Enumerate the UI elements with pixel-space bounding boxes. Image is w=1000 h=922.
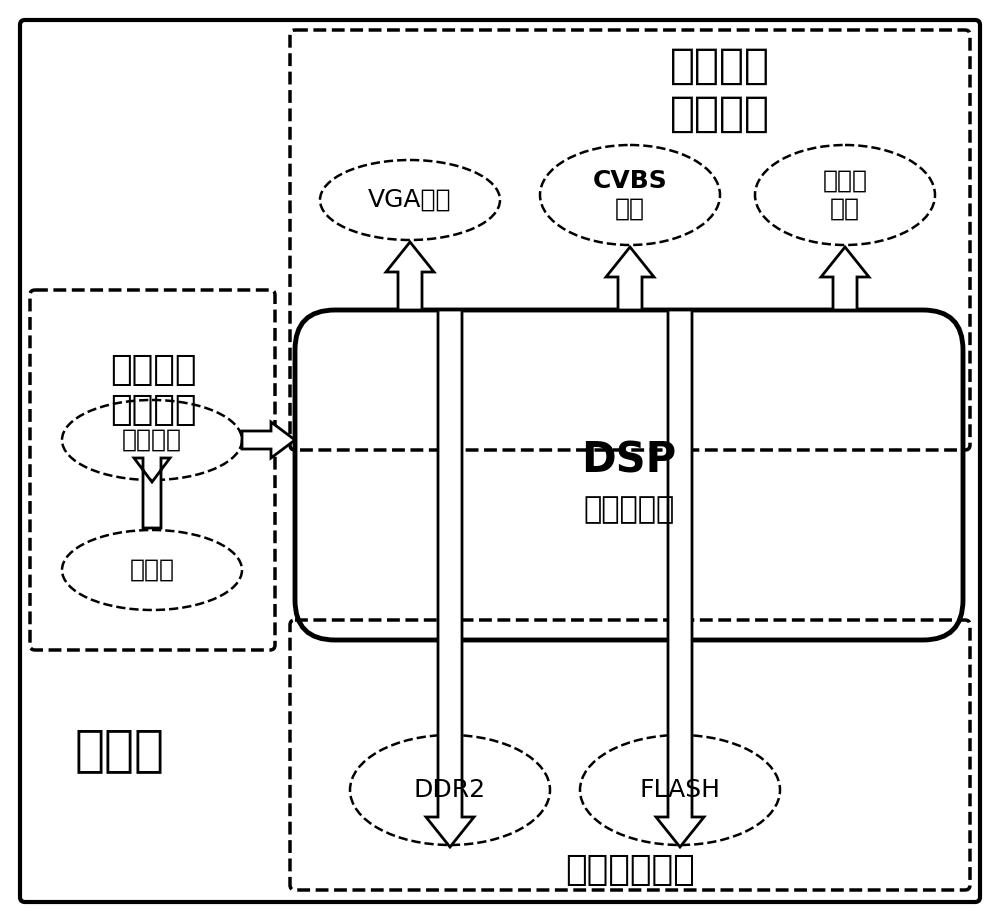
Polygon shape — [656, 310, 704, 847]
Polygon shape — [821, 247, 869, 310]
Ellipse shape — [62, 400, 242, 480]
Ellipse shape — [62, 530, 242, 610]
Ellipse shape — [580, 735, 780, 845]
Text: DDR2: DDR2 — [414, 778, 486, 802]
Text: FLASH: FLASH — [640, 778, 720, 802]
Text: 视频图像
输入模块: 视频图像 输入模块 — [110, 353, 196, 427]
Text: 视频解码: 视频解码 — [122, 428, 182, 452]
Polygon shape — [606, 247, 654, 310]
Text: 最小系统板: 最小系统板 — [583, 495, 675, 525]
Text: 存储管理模块: 存储管理模块 — [565, 853, 695, 887]
Text: 以太网
输出: 以太网 输出 — [822, 169, 868, 221]
Polygon shape — [426, 310, 474, 847]
Text: 摄像头: 摄像头 — [130, 558, 175, 582]
Ellipse shape — [540, 145, 720, 245]
Polygon shape — [386, 242, 434, 310]
Text: 外扩板: 外扩板 — [75, 726, 165, 774]
Ellipse shape — [350, 735, 550, 845]
Polygon shape — [242, 422, 295, 458]
Text: VGA输出: VGA输出 — [368, 188, 452, 212]
Text: CVBS
输出: CVBS 输出 — [593, 169, 667, 221]
Polygon shape — [134, 458, 170, 528]
Ellipse shape — [755, 145, 935, 245]
Text: 视频图像
输出模块: 视频图像 输出模块 — [670, 44, 770, 136]
Ellipse shape — [320, 160, 500, 240]
Text: DSP: DSP — [581, 439, 677, 481]
